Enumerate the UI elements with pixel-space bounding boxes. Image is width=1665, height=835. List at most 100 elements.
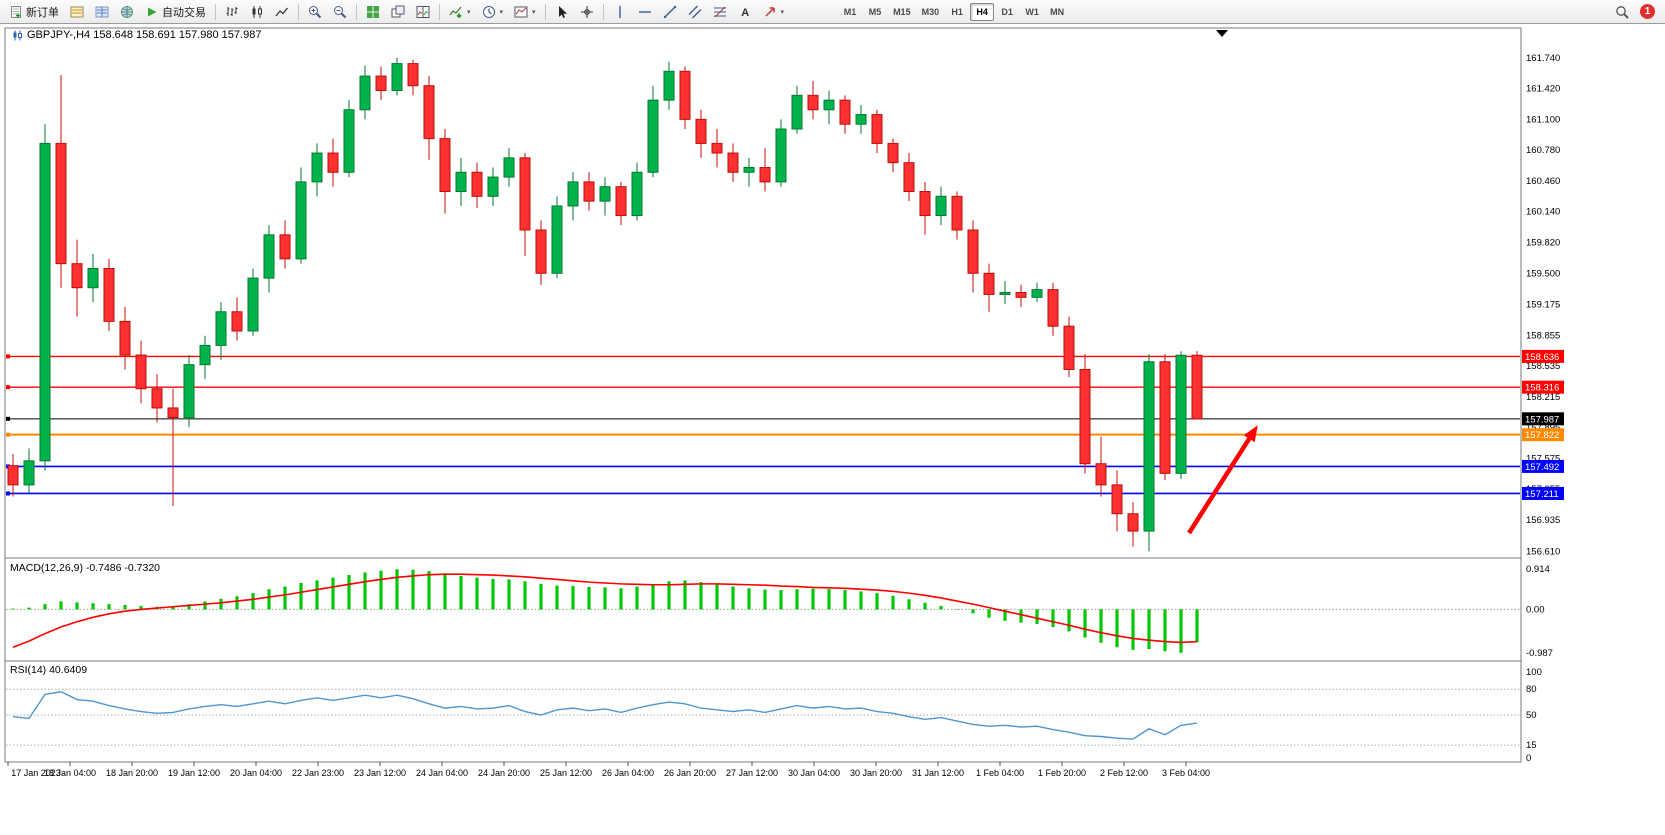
timeframe-w1-button[interactable]: W1 — [1020, 3, 1044, 21]
timeframe-h1-button[interactable]: H1 — [945, 3, 969, 21]
svg-text:158.855: 158.855 — [1526, 330, 1560, 341]
svg-text:22 Jan 23:00: 22 Jan 23:00 — [292, 768, 344, 778]
search-icon — [1616, 5, 1629, 19]
timeframe-m1-button[interactable]: M1 — [838, 3, 862, 21]
vertical-line-button[interactable] — [608, 2, 632, 22]
timeframe-mn-button[interactable]: MN — [1045, 3, 1069, 21]
data-window-button[interactable] — [90, 2, 114, 22]
cursor-button[interactable] — [550, 2, 574, 22]
svg-text:18 Jan 20:00: 18 Jan 20:00 — [106, 768, 158, 778]
chart-canvas[interactable]: 161.740 161.420 161.100 160.780 160.460 160.1… — [0, 24, 1665, 835]
price-axis[interactable]: 161.740 161.420 161.100 160.780 160.460 160.1… — [1526, 53, 1560, 557]
svg-text:0: 0 — [1526, 753, 1531, 764]
svg-text:0.914: 0.914 — [1526, 564, 1550, 575]
terminal-button[interactable] — [115, 2, 139, 22]
svg-text:158.636: 158.636 — [1525, 352, 1559, 363]
candle-chart-button[interactable] — [245, 2, 269, 22]
search-button[interactable] — [1610, 2, 1634, 22]
toolbar-separator — [298, 3, 299, 20]
auto-trading-button[interactable]: 自动交易 — [140, 2, 211, 22]
horizontal-line-icon — [638, 10, 651, 13]
vertical-line-icon — [618, 5, 621, 18]
new-order-button[interactable]: 新订单 — [4, 2, 64, 22]
market-watch-button[interactable] — [65, 2, 89, 22]
svg-text:160.460: 160.460 — [1526, 176, 1560, 187]
zoom-in-button[interactable] — [303, 2, 327, 22]
line-chart-button[interactable] — [270, 2, 294, 22]
chart-title: GBPJPY-,H4 158.648 158.691 157.980 157.9… — [12, 29, 261, 41]
svg-text:0.00: 0.00 — [1526, 604, 1545, 615]
timeframe-m15-button[interactable]: M15 — [888, 3, 916, 21]
svg-text:18 Jan 04:00: 18 Jan 04:00 — [44, 768, 96, 778]
svg-text:157.211: 157.211 — [1525, 489, 1559, 500]
candles-layer[interactable] — [7, 57, 1203, 552]
zoom-out-icon — [334, 5, 347, 18]
trendline-button[interactable] — [658, 2, 682, 22]
toolbar-separator — [215, 3, 216, 20]
periods-button[interactable]: ▾ — [477, 2, 509, 22]
crosshair-icon — [580, 5, 593, 18]
svg-text:1 Feb 20:00: 1 Feb 20:00 — [1038, 768, 1086, 778]
svg-text:156.610: 156.610 — [1526, 546, 1560, 557]
timeframe-m30-button[interactable]: M30 — [917, 3, 945, 21]
channel-button[interactable] — [683, 2, 707, 22]
toolbar-right-group: 1 — [1610, 2, 1661, 22]
notification-badge[interactable]: 1 — [1640, 4, 1655, 19]
timeframe-h4-button[interactable]: H4 — [970, 2, 995, 21]
auto-trading-label: 自动交易 — [162, 6, 206, 19]
chart-symbol-icon — [13, 30, 22, 40]
svg-text:157.895: 157.895 — [1526, 423, 1560, 434]
chart-window[interactable]: 161.740 161.420 161.100 160.780 160.460 160.1… — [0, 24, 1665, 835]
svg-text:158.535: 158.535 — [1526, 361, 1560, 372]
svg-text:2 Feb 12:00: 2 Feb 12:00 — [1100, 768, 1148, 778]
timeframe-m5-button[interactable]: M5 — [863, 3, 887, 21]
horizontal-line-button[interactable] — [633, 2, 657, 22]
zoom-out-button[interactable] — [328, 2, 352, 22]
tile-windows-icon — [367, 5, 379, 18]
macd-panel[interactable]: 0.914 0.00 -0.987 — [6, 564, 1553, 659]
shapes-button[interactable]: ▾ — [758, 2, 790, 22]
chart-shift-marker-icon[interactable] — [1216, 30, 1228, 37]
indicators-button[interactable]: ▾ — [444, 2, 476, 22]
svg-text:A: A — [741, 7, 749, 19]
arrange-windows-button[interactable] — [411, 2, 435, 22]
market-watch-icon — [70, 6, 84, 17]
bar-chart-icon — [226, 6, 238, 16]
svg-text:19 Jan 12:00: 19 Jan 12:00 — [168, 768, 220, 778]
svg-text:157.987: 157.987 — [1525, 414, 1559, 425]
timeframe-d1-button[interactable]: D1 — [995, 3, 1019, 21]
terminal-icon — [121, 5, 133, 18]
svg-text:80: 80 — [1526, 684, 1537, 695]
crosshair-button[interactable] — [575, 2, 599, 22]
svg-text:23 Jan 12:00: 23 Jan 12:00 — [354, 768, 406, 778]
text-tool-button[interactable]: A — [733, 2, 757, 22]
arrow-shape-icon — [765, 6, 775, 17]
svg-text:15: 15 — [1526, 740, 1537, 751]
trend-arrow[interactable] — [1187, 425, 1258, 535]
svg-text:159.820: 159.820 — [1526, 238, 1560, 249]
new-order-icon — [11, 5, 21, 18]
bar-chart-button[interactable] — [220, 2, 244, 22]
svg-text:26 Jan 20:00: 26 Jan 20:00 — [664, 768, 716, 778]
text-tool-icon: A — [741, 7, 749, 19]
svg-text:158.215: 158.215 — [1526, 392, 1560, 403]
trendline-icon — [663, 5, 676, 18]
cascade-windows-button[interactable] — [386, 2, 410, 22]
svg-text:3 Feb 04:00: 3 Feb 04:00 — [1162, 768, 1210, 778]
dropdown-caret-icon: ▾ — [532, 8, 536, 16]
svg-text:30 Jan 04:00: 30 Jan 04:00 — [788, 768, 840, 778]
hlines-layer[interactable]: 158.636 158.316 157.987 157.822 157.492 157.2… — [6, 349, 1564, 500]
svg-text:160.780: 160.780 — [1526, 145, 1560, 156]
clock-icon — [482, 5, 495, 18]
cursor-icon — [558, 5, 567, 18]
templates-button[interactable]: ▾ — [509, 2, 541, 22]
auto-trading-icon — [148, 7, 157, 16]
svg-text:30 Jan 20:00: 30 Jan 20:00 — [850, 768, 902, 778]
svg-text:157.822: 157.822 — [1525, 430, 1559, 441]
rsi-panel[interactable]: 100 80 50 15 0 — [6, 667, 1542, 764]
indicators-icon — [449, 6, 462, 18]
tile-windows-button[interactable] — [361, 2, 385, 22]
svg-text:160.140: 160.140 — [1526, 207, 1560, 218]
fibonacci-button[interactable] — [708, 2, 732, 22]
